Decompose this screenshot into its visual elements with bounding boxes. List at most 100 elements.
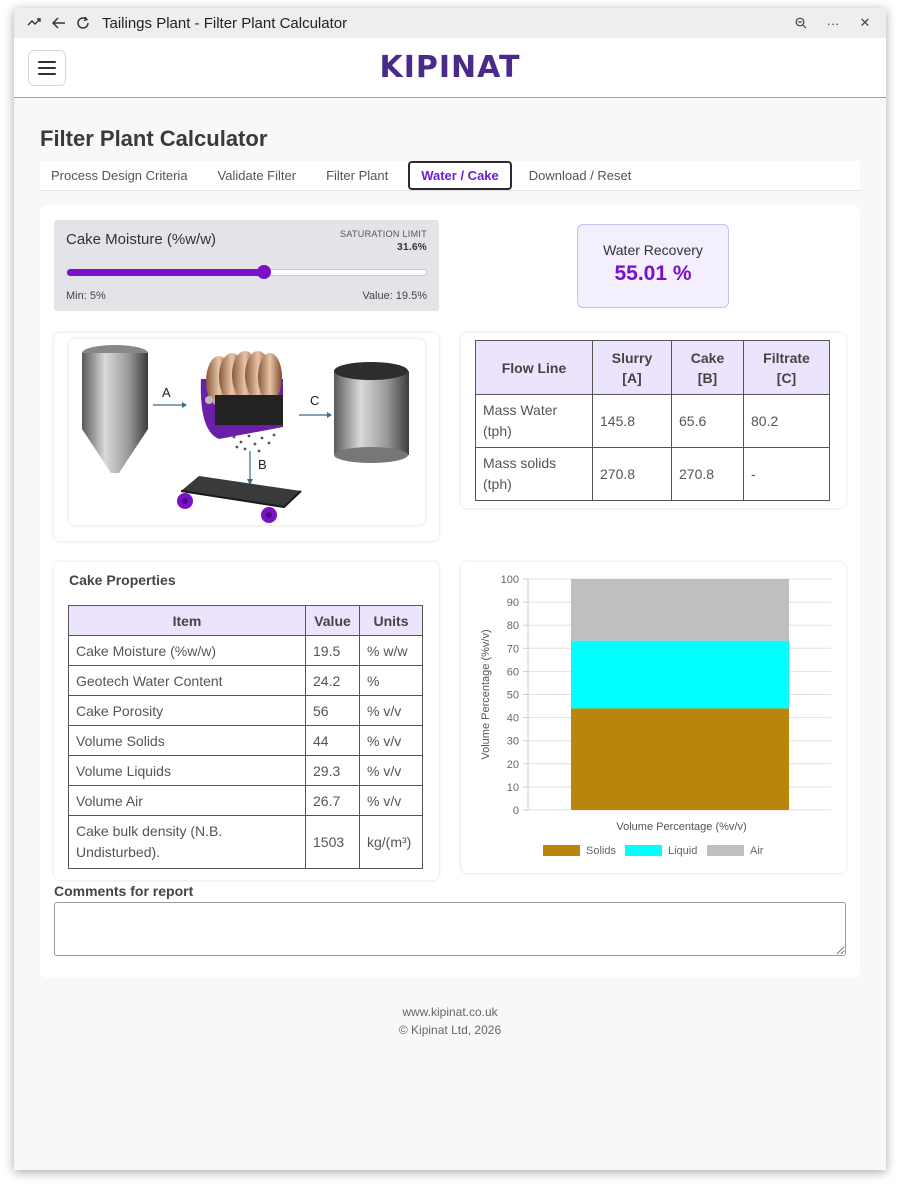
legend-label-solids: Solids xyxy=(586,845,616,857)
bar-segment-solids xyxy=(571,708,789,810)
cake-properties-title: Cake Properties xyxy=(69,572,176,588)
y-tick-label: 20 xyxy=(507,759,519,771)
disc-filter-icon xyxy=(200,351,283,453)
table-cell: Volume Liquids xyxy=(68,755,306,786)
table-cell: % v/v xyxy=(359,755,423,786)
y-tick-label: 50 xyxy=(507,690,519,702)
water-recovery-value: 55.01 % xyxy=(614,262,692,285)
main-page: Filter Plant Calculator Process Design C… xyxy=(14,98,886,1039)
slider-thumb[interactable] xyxy=(257,265,272,279)
table-header: Slurry [A] xyxy=(592,340,672,395)
y-tick-label: 60 xyxy=(507,666,519,678)
table-cell: 29.3 xyxy=(305,755,360,786)
table-row: Cake Porosity 56% v/v xyxy=(68,695,423,726)
table-row: Mass solids (tph) 270.8 270.8 - xyxy=(475,447,830,501)
table-row: Mass Water (tph) 145.8 65.6 80.2 xyxy=(475,394,830,448)
tab-bar: Process Design Criteria Validate Filter … xyxy=(40,161,860,191)
flow-table-card: Flow Line Slurry [A] Cake [B] Filtrate [… xyxy=(461,333,846,508)
tab-process-design-criteria[interactable]: Process Design Criteria xyxy=(51,168,188,183)
extension-icon[interactable] xyxy=(24,12,46,34)
y-tick-label: 90 xyxy=(507,597,519,609)
close-icon[interactable]: ✕ xyxy=(859,15,871,30)
y-tick-label: 70 xyxy=(507,643,519,655)
table-cell: Volume Air xyxy=(68,785,306,816)
slider-value-text: Value: 19.5% xyxy=(362,290,427,302)
water-recovery-card: Water Recovery 55.01 % xyxy=(577,224,729,308)
table-cell: % v/v xyxy=(359,695,423,726)
back-icon[interactable] xyxy=(48,12,70,34)
app-header: KIPINAT xyxy=(14,38,886,98)
table-header: Flow Line xyxy=(475,340,593,395)
process-diagram: A xyxy=(69,339,425,525)
filtrate-tank-icon xyxy=(334,362,409,463)
cake-moisture-slider-box: Cake Moisture (%w/w) SATURATION LIMIT 31… xyxy=(54,220,439,311)
comments-label: Comments for report xyxy=(54,883,194,899)
bar-segment-liquid xyxy=(571,640,789,709)
table-row: Volume Air 26.7% v/v xyxy=(68,785,423,816)
footer-site-link[interactable]: www.kipinat.co.uk xyxy=(402,1005,498,1019)
y-axis-title: Volume Percentage (%v/v) xyxy=(480,629,492,759)
x-axis-title: Volume Percentage (%v/v) xyxy=(616,821,746,833)
menu-icon-line xyxy=(38,73,56,75)
more-options-icon[interactable]: ··· xyxy=(826,15,840,31)
cake-moisture-slider[interactable] xyxy=(66,265,427,279)
table-header: Units xyxy=(359,605,423,636)
cake-properties-card: Cake Properties Item Value Units Cake Mo… xyxy=(54,562,439,880)
y-tick-label: 30 xyxy=(507,736,519,748)
legend-swatch-air xyxy=(707,845,744,856)
table-header-row: Item Value Units xyxy=(68,605,423,636)
y-tick-label: 0 xyxy=(513,805,519,817)
table-cell: - xyxy=(743,447,830,501)
y-tick-label: 10 xyxy=(507,782,519,794)
table-header: Cake [B] xyxy=(671,340,744,395)
legend-label-air: Air xyxy=(750,845,764,857)
tab-download-reset[interactable]: Download / Reset xyxy=(528,168,632,183)
table-cell: % v/v xyxy=(359,725,423,756)
footer-copyright: © Kipinat Ltd, 2026 xyxy=(398,1023,502,1037)
slurry-tank-icon xyxy=(82,345,148,473)
page-title: Filter Plant Calculator xyxy=(40,126,268,151)
tab-water-cake[interactable]: Water / Cake xyxy=(408,161,512,190)
saturation-value: 31.6% xyxy=(397,242,427,253)
kipinat-logo[interactable]: KIPINAT xyxy=(379,50,521,85)
table-row: Geotech Water Content 24.2% xyxy=(68,665,423,696)
table-cell: % xyxy=(359,665,423,696)
title-bar: Tailings Plant - Filter Plant Calculator… xyxy=(14,8,886,38)
flow-table: Flow Line Slurry [A] Cake [B] Filtrate [… xyxy=(475,340,830,501)
label-b: B xyxy=(258,457,267,472)
table-cell: Cake Moisture (%w/w) xyxy=(68,635,306,666)
table-cell: 24.2 xyxy=(305,665,360,696)
table-cell: 145.8 xyxy=(592,394,672,448)
footer: www.kipinat.co.uk © Kipinat Ltd, 2026 xyxy=(40,1003,860,1039)
table-cell: % v/v xyxy=(359,785,423,816)
table-cell: 65.6 xyxy=(671,394,744,448)
tab-filter-plant[interactable]: Filter Plant xyxy=(326,168,389,183)
table-cell: 56 xyxy=(305,695,360,726)
volume-percentage-chart: 0 10 20 30 40 50 60 70 80 90 100 Volume Percentage … xyxy=(480,574,831,857)
slider-label: Cake Moisture (%w/w) xyxy=(66,231,217,248)
table-cell: 44 xyxy=(305,725,360,756)
tab-validate-filter[interactable]: Validate Filter xyxy=(217,168,297,183)
table-header: Item xyxy=(68,605,306,636)
table-row: Cake bulk density (N.B. Undisturbed). 150… xyxy=(68,815,423,869)
label-a: A xyxy=(162,385,171,400)
water-recovery-label: Water Recovery xyxy=(603,242,703,258)
comments-textarea[interactable] xyxy=(54,902,846,956)
zoom-icon[interactable] xyxy=(790,12,812,34)
table-header-row: Flow Line Slurry [A] Cake [B] Filtrate [… xyxy=(475,340,830,395)
table-cell: 270.8 xyxy=(671,447,744,501)
table-cell: 1503 xyxy=(305,815,360,869)
process-diagram-card: A xyxy=(54,333,439,541)
menu-button[interactable] xyxy=(28,50,66,86)
table-header: Value xyxy=(305,605,360,636)
menu-icon-line xyxy=(38,61,56,63)
table-cell: Geotech Water Content xyxy=(68,665,306,696)
window-title: Tailings Plant - Filter Plant Calculator xyxy=(102,14,348,32)
table-row: Cake Moisture (%w/w) 19.5% w/w xyxy=(68,635,423,666)
table-cell: Mass Water (tph) xyxy=(475,394,593,448)
reload-icon[interactable] xyxy=(72,12,94,34)
table-cell: Volume Solids xyxy=(68,725,306,756)
table-cell: 19.5 xyxy=(305,635,360,666)
table-row: Volume Liquids 29.3% v/v xyxy=(68,755,423,786)
legend-swatch-liquid xyxy=(625,845,662,856)
